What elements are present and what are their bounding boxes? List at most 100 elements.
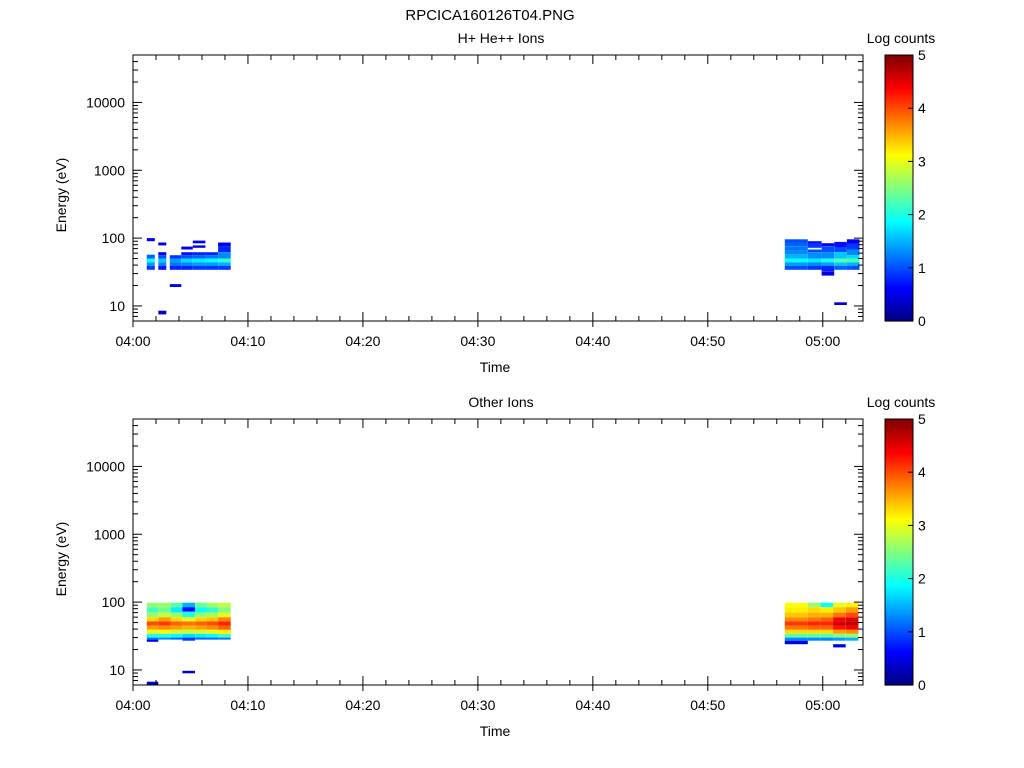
heatmap-cell <box>807 244 822 248</box>
heatmap-cell <box>192 258 206 263</box>
colorbar-segment <box>885 257 913 261</box>
colorbar-segment <box>885 528 913 532</box>
heatmap-cell <box>181 246 193 250</box>
colorbar-tick-label: 0 <box>918 313 926 329</box>
colorbar-segment <box>885 661 913 665</box>
y-tick-label: 10 <box>109 662 125 678</box>
x-tick-label: 04:40 <box>575 333 610 349</box>
colorbar-segment <box>885 541 913 545</box>
x-tick-label: 04:50 <box>690 697 725 713</box>
heatmap-cell <box>820 602 834 608</box>
heatmap-cell <box>784 617 808 622</box>
heatmap-cell <box>784 239 808 243</box>
heatmap-cell <box>784 250 808 255</box>
heatmap-cell <box>218 602 231 608</box>
heatmap-cell <box>146 258 155 263</box>
heatmap-cell <box>218 262 231 266</box>
colorbar-segment <box>885 493 913 497</box>
colorbar-segment <box>885 206 913 210</box>
colorbar-segment <box>885 294 913 298</box>
heatmap-cell <box>784 629 808 634</box>
colorbar-segment <box>885 132 913 136</box>
colorbar-segment <box>885 472 913 476</box>
colorbar-tick-label: 4 <box>918 464 926 480</box>
heatmap-cell <box>807 621 821 626</box>
heatmap-cell <box>195 637 207 640</box>
heatmap-cell <box>218 625 231 630</box>
colorbar-tick-label: 0 <box>918 677 926 693</box>
heatmap-cell <box>195 617 207 622</box>
colorbar-segment <box>885 62 913 67</box>
heatmap-cell <box>784 602 808 608</box>
panel-1: H+ He++ Ions 04:00 04:10 04:20 04:30 04:40 04:… <box>53 30 935 375</box>
heatmap-cell <box>170 612 183 618</box>
heatmap-cell <box>218 252 231 259</box>
heatmap-cell <box>195 625 207 630</box>
colorbar-segment <box>885 55 913 59</box>
heatmap-cell <box>192 265 206 270</box>
colorbar-segment <box>885 440 913 444</box>
heatmap-cell <box>846 255 860 259</box>
colorbar-segment <box>885 238 913 242</box>
heatmap-cell <box>820 617 834 622</box>
colorbar-segment <box>885 57 913 61</box>
heatmap-cell <box>845 602 859 608</box>
heatmap-cell <box>845 617 859 622</box>
x-tick-label: 04:50 <box>690 333 725 349</box>
heatmap-cell <box>845 607 859 613</box>
colorbar-segment <box>885 466 913 471</box>
heatmap-cell <box>182 629 195 634</box>
heatmap-cell <box>158 258 167 263</box>
colorbar-segment <box>885 530 913 534</box>
colorbar-segment <box>885 509 913 513</box>
heatmap-cell <box>158 621 171 626</box>
colorbar-segment <box>885 674 913 678</box>
heatmap-cell <box>192 255 206 259</box>
colorbar-segment <box>885 450 913 455</box>
colorbar-segment <box>885 235 913 240</box>
colorbar-segment <box>885 445 913 449</box>
heatmap-cell <box>784 246 808 251</box>
heatmap-cell <box>807 629 821 634</box>
colorbar-segment <box>885 278 913 282</box>
heatmap-cell <box>182 602 195 608</box>
heatmap-cell <box>192 252 206 256</box>
colorbar-segment <box>885 158 913 162</box>
colorbar-segment <box>885 429 913 433</box>
heatmap-cell <box>146 639 159 642</box>
colorbar-segment <box>885 583 913 588</box>
heatmap-cell <box>182 625 195 630</box>
heatmap-cell <box>182 617 195 622</box>
colorbar-segment <box>885 116 913 120</box>
colorbar-segment <box>885 496 913 500</box>
colorbar-segment <box>885 275 913 280</box>
heatmap-cell <box>158 310 167 315</box>
colorbar-segment <box>885 153 913 157</box>
heatmap-cell <box>784 242 808 247</box>
heatmap-cell <box>846 265 860 270</box>
heatmap-cell <box>170 629 183 634</box>
colorbar-segment <box>885 140 913 144</box>
colorbar-segment <box>885 201 913 205</box>
colorbar-segment <box>885 315 913 319</box>
heatmap-cell <box>846 239 860 244</box>
colorbar-segment <box>885 92 913 96</box>
colorbar-segment <box>885 679 913 683</box>
heatmap-cell <box>205 258 218 263</box>
heatmap-cell <box>820 607 834 613</box>
colorbar-segment <box>885 559 913 564</box>
heatmap-cell <box>182 670 195 674</box>
heatmap-cell <box>146 612 159 618</box>
heatmap-cell <box>845 625 859 630</box>
heatmap-cell <box>206 621 219 626</box>
colorbar-segment <box>885 211 913 216</box>
colorbar-segment <box>885 150 913 155</box>
colorbar-segment <box>885 629 913 633</box>
heatmap-cell <box>158 252 167 256</box>
colorbar-segment <box>885 70 913 75</box>
colorbar-segment <box>885 214 913 218</box>
colorbar-segment <box>885 618 913 622</box>
colorbar-segment <box>885 270 913 274</box>
colorbar-segment <box>885 267 913 272</box>
